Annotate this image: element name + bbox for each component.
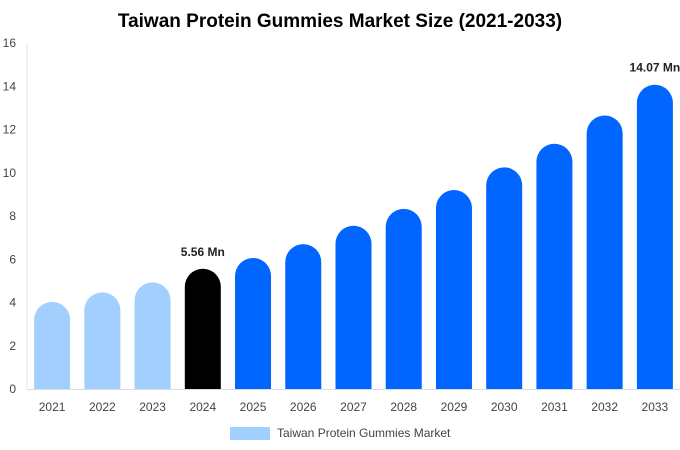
bar-2027	[335, 225, 372, 389]
bar-2030	[486, 167, 523, 389]
bar-2022	[84, 292, 121, 389]
bar-2033	[636, 84, 673, 389]
chart-title: Taiwan Protein Gummies Market Size (2021…	[118, 11, 562, 32]
x-tick-label: 2028	[390, 400, 417, 414]
x-tick-label: 2032	[591, 400, 618, 414]
x-tick-label: 2021	[39, 400, 66, 414]
y-tick-label: 0	[9, 382, 16, 396]
y-tick-label: 2	[9, 339, 16, 353]
bar-2029	[435, 190, 472, 389]
bar-series	[34, 84, 673, 390]
bar-2031	[536, 143, 573, 389]
bar-2032	[586, 115, 623, 390]
bar-2026	[285, 244, 322, 389]
x-tick-label: 2027	[340, 400, 367, 414]
x-tick-label: 2026	[290, 400, 317, 414]
bar-2021	[34, 301, 71, 389]
y-tick-label: 12	[3, 123, 17, 137]
bar-2023	[134, 282, 171, 389]
x-tick-label: 2025	[240, 400, 267, 414]
y-tick-label: 4	[9, 296, 16, 310]
y-tick-label: 8	[9, 209, 16, 223]
x-tick-label: 2024	[189, 400, 216, 414]
y-tick-label: 6	[9, 252, 16, 266]
y-tick-label: 10	[3, 166, 17, 180]
x-tick-label: 2030	[491, 400, 518, 414]
legend-label: Taiwan Protein Gummies Market	[277, 426, 451, 440]
x-tick-label: 2033	[642, 400, 669, 414]
x-tick-label: 2022	[89, 400, 116, 414]
data-labels: 5.56 Mn 14.07 Mn	[181, 61, 680, 259]
y-tick-label: 16	[3, 36, 17, 50]
x-tick-label: 2029	[441, 400, 468, 414]
bar-2028	[385, 208, 422, 389]
x-tick-label: 2031	[541, 400, 568, 414]
bar-2025	[235, 257, 272, 389]
y-axis: 0 2 4 6 8 10 12 14 16	[3, 36, 28, 396]
x-tick-label: 2023	[139, 400, 166, 414]
y-tick-label: 14	[3, 79, 17, 93]
bar-2024	[184, 268, 221, 389]
legend: Taiwan Protein Gummies Market	[230, 426, 451, 440]
legend-swatch	[230, 427, 270, 440]
data-label-2033: 14.07 Mn	[630, 61, 680, 75]
data-label-2024: 5.56 Mn	[181, 245, 225, 259]
x-axis: 2021 2022 2023 2024 2025 2026 2027 2028 2029 2030…	[27, 389, 680, 414]
